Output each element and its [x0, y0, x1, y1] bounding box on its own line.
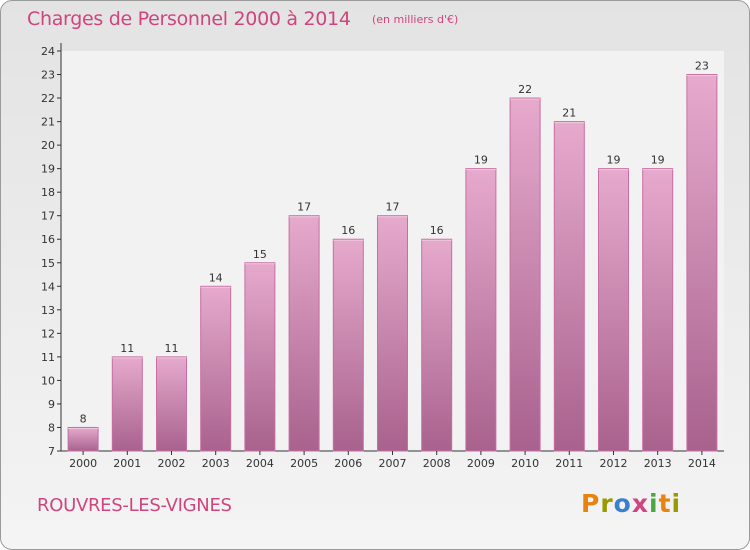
data-label: 19: [607, 154, 621, 167]
data-label: 17: [386, 201, 400, 214]
data-label: 19: [651, 154, 665, 167]
data-label: 11: [165, 342, 179, 355]
proxiti-logo: Proxiti: [581, 489, 681, 518]
x-tick-label: 2003: [202, 457, 230, 470]
y-tick-label: 20: [41, 139, 55, 152]
x-tick-label: 2002: [158, 457, 186, 470]
logo-letter: o: [613, 489, 632, 518]
data-label: 8: [80, 412, 87, 425]
y-tick-label: 17: [41, 210, 55, 223]
data-label: 16: [341, 224, 355, 237]
bar: [332, 238, 364, 452]
x-tick-label: 2010: [511, 457, 539, 470]
y-tick-label: 8: [48, 421, 55, 434]
x-tick-label: 2009: [467, 457, 495, 470]
x-tick-label: 2000: [69, 457, 97, 470]
bar: [200, 285, 232, 452]
x-tick-label: 2005: [290, 457, 318, 470]
data-label: 16: [430, 224, 444, 237]
bar: [553, 121, 585, 452]
bar: [465, 168, 497, 452]
data-label: 23: [695, 60, 709, 73]
y-tick-label: 19: [41, 163, 55, 176]
x-tick-label: 2012: [600, 457, 628, 470]
logo-letter: r: [600, 489, 614, 518]
data-label: 17: [297, 201, 311, 214]
data-label: 11: [120, 342, 134, 355]
x-tick-label: 2014: [688, 457, 716, 470]
y-tick-label: 24: [41, 45, 55, 58]
y-tick-label: 22: [41, 92, 55, 105]
data-label: 22: [518, 83, 532, 96]
bar: [67, 426, 99, 452]
y-tick-label: 16: [41, 233, 55, 246]
y-tick-label: 15: [41, 257, 55, 270]
bar: [686, 74, 718, 452]
data-label: 21: [562, 107, 576, 120]
logo-letter: t: [658, 489, 672, 518]
chart-subtitle: (en milliers d'€): [372, 13, 459, 26]
y-tick-label: 21: [41, 116, 55, 129]
y-tick-label: 14: [41, 280, 55, 293]
logo-letter: i: [649, 489, 659, 518]
data-label: 14: [209, 271, 223, 284]
y-tick-label: 10: [41, 374, 55, 387]
bar: [377, 215, 408, 452]
y-tick-label: 12: [41, 327, 55, 340]
y-tick-label: 13: [41, 304, 55, 317]
y-tick-label: 23: [41, 69, 55, 82]
logo-letter: P: [581, 489, 601, 518]
bar: [642, 168, 674, 452]
x-tick-label: 2013: [644, 457, 672, 470]
commune-name: ROUVRES-LES-VIGNES: [37, 495, 232, 516]
y-tick-label: 11: [41, 351, 55, 364]
x-tick-label: 2001: [113, 457, 141, 470]
bar: [244, 262, 276, 452]
y-tick-label: 18: [41, 186, 55, 199]
x-tick-label: 2004: [246, 457, 274, 470]
chart-title: Charges de Personnel 2000 à 2014: [27, 8, 351, 30]
y-tick-label: 9: [48, 398, 55, 411]
bar: [111, 356, 143, 452]
data-label: 15: [253, 248, 267, 261]
bar: [421, 238, 453, 452]
x-tick-label: 2006: [334, 457, 362, 470]
x-tick-label: 2011: [555, 457, 583, 470]
bar: [288, 215, 320, 452]
x-tick-label: 2008: [423, 457, 451, 470]
x-tick-label: 2007: [379, 457, 407, 470]
bar: [509, 97, 541, 452]
data-label: 19: [474, 154, 488, 167]
bar: [156, 356, 187, 452]
bar: [598, 168, 629, 452]
logo-letter: i: [671, 489, 682, 518]
y-tick-label: 7: [48, 445, 55, 458]
logo-letter: x: [631, 489, 649, 518]
